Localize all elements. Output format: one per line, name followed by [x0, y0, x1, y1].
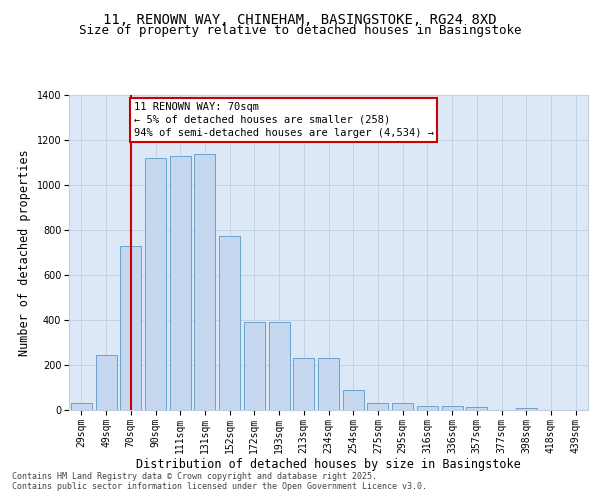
Bar: [417, 406, 438, 410]
Y-axis label: Number of detached properties: Number of detached properties: [18, 149, 31, 356]
Bar: [516, 408, 537, 410]
Bar: [269, 322, 290, 410]
Bar: [219, 236, 240, 410]
Text: 11 RENOWN WAY: 70sqm
← 5% of detached houses are smaller (258)
94% of semi-detac: 11 RENOWN WAY: 70sqm ← 5% of detached ho…: [134, 102, 434, 138]
Bar: [95, 355, 116, 410]
Bar: [293, 358, 314, 410]
Bar: [318, 358, 339, 410]
Bar: [120, 246, 141, 410]
Text: 11, RENOWN WAY, CHINEHAM, BASINGSTOKE, RG24 8XD: 11, RENOWN WAY, CHINEHAM, BASINGSTOKE, R…: [103, 12, 497, 26]
Bar: [145, 158, 166, 410]
Bar: [244, 322, 265, 410]
X-axis label: Distribution of detached houses by size in Basingstoke: Distribution of detached houses by size …: [136, 458, 521, 471]
Bar: [71, 403, 92, 410]
Bar: [367, 403, 388, 410]
Bar: [170, 156, 191, 410]
Text: Contains HM Land Registry data © Crown copyright and database right 2025.: Contains HM Land Registry data © Crown c…: [12, 472, 377, 481]
Text: Size of property relative to detached houses in Basingstoke: Size of property relative to detached ho…: [79, 24, 521, 37]
Bar: [343, 390, 364, 410]
Bar: [392, 403, 413, 410]
Text: Contains public sector information licensed under the Open Government Licence v3: Contains public sector information licen…: [12, 482, 427, 491]
Bar: [194, 154, 215, 410]
Bar: [466, 406, 487, 410]
Bar: [442, 406, 463, 410]
